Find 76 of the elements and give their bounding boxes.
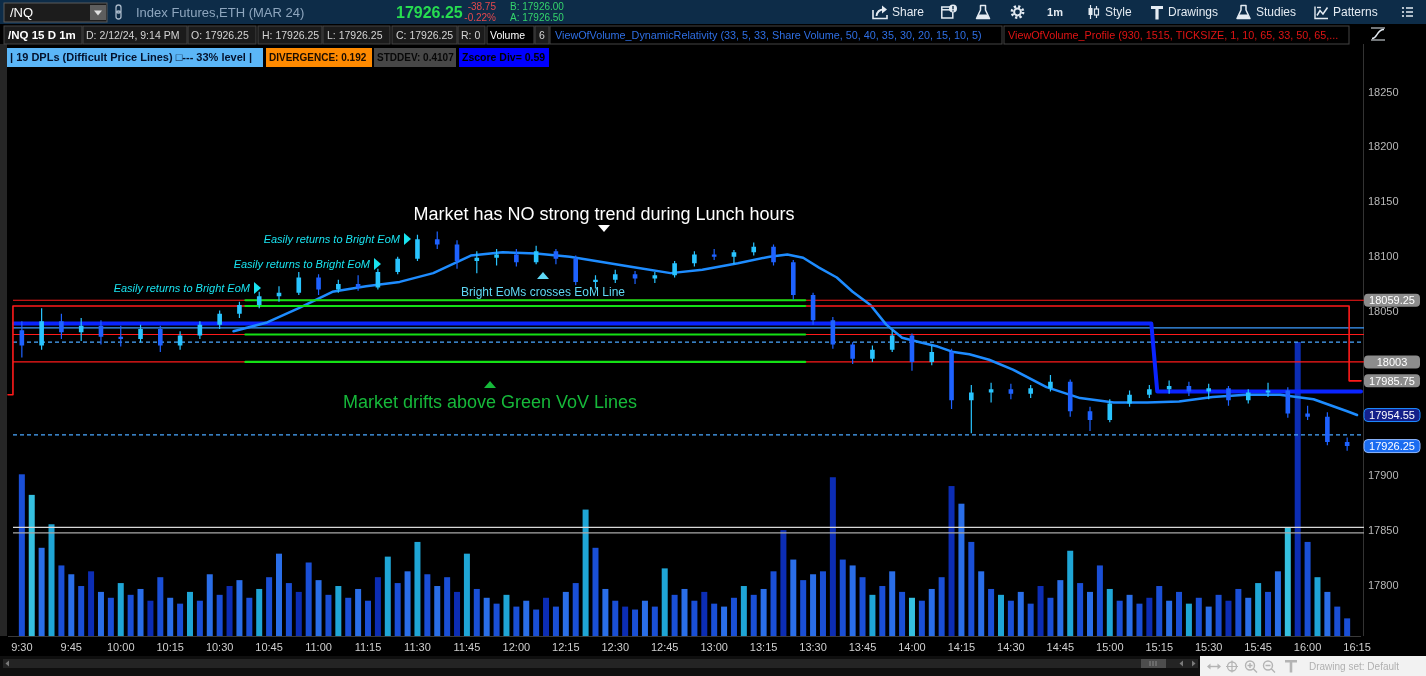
x-tick-label: 9:45 [60,641,83,653]
x-tick-label: 10:00 [106,641,135,653]
y-tick-label: 18200 [1368,140,1399,153]
x-tick-label: 13:30 [799,641,827,653]
x-tick-label: 11:45 [453,641,481,653]
text: /NQ [10,5,34,20]
y-tick-label: 17850 [1368,524,1399,537]
ref-line-label: 18003 [1376,355,1408,368]
text: ViewOfVolume_Profile (930, 1515, TICKSIZE, 1, 10, 65, 33, 50, 65,... [1008,29,1339,41]
text: Drawings [1168,5,1219,19]
annotation: DIVERGENCE: 0.192 [269,52,367,63]
x-tick-label: 12:30 [601,641,630,653]
x-tick-label: 13:15 [749,641,778,653]
x-tick-label: 13:00 [700,641,728,653]
text: B: 17926.00 [510,1,565,12]
text: R: 0 [461,29,481,41]
x-tick-label: 13:45 [848,641,877,653]
x-tick-label: 15:00 [1096,641,1124,653]
data-label: 17954.55 [1369,409,1415,422]
text: Patterns [1333,5,1378,19]
annotation: Zscore Div= 0.59 [462,51,546,63]
annotation: Easily returns to Bright EoM [113,282,251,294]
x-tick-label: 15:15 [1145,641,1173,653]
annotation: Easily returns to Bright EoM [263,233,401,245]
chart-title: /NQ 15 D 1m [8,29,76,41]
y-tick-label: 17800 [1368,578,1399,591]
annotation: Market has NO strong trend during Lunch hours [413,204,795,224]
text: Index Futures,ETH (MAR 24) [136,5,305,20]
text: ViewOfVolume_DynamicRelativity (33, 5, 33, Share Volume, 50, 40, 35, 30, 20, 15, 10, 5) [555,29,982,41]
y-tick-label: 17900 [1368,469,1399,482]
text: Share [892,5,925,19]
x-tick-label: 14:00 [898,641,926,653]
text: Drawing set: Default [1309,661,1400,672]
y-tick-label: 18050 [1368,304,1399,317]
x-tick-label: 14:30 [997,641,1025,653]
x-tick-label: 10:45 [255,641,283,653]
x-tick-label: 12:15 [552,641,580,653]
x-tick-label: 9:30 [11,641,33,653]
text: -0.22% [464,11,497,23]
x-tick-label: 10:15 [156,641,184,653]
text: H: 17926.25 [262,29,320,41]
text: Volume [490,29,526,41]
text: A: 17926.50 [510,11,565,23]
text: D: 2/12/24, 9:14 PM [86,29,180,41]
text: Studies [1256,5,1297,19]
x-tick-label: 15:30 [1194,641,1223,653]
text: O: 17926.25 [191,29,249,41]
text: 1m [1047,6,1064,18]
annotation: Market drifts above Green VoV Lines [342,392,638,412]
x-tick-label: 16:15 [1343,641,1371,653]
x-tick-label: 14:45 [1046,641,1075,653]
x-tick-label: 14:15 [947,641,976,653]
text: 17926.25 [1369,440,1415,453]
x-tick-label: 11:15 [354,641,382,653]
annotation: | 19 DPLs (Difficult Price Lines) □--- 33% level | [10,51,253,63]
x-tick-label: 10:30 [205,641,234,653]
text: -38.75 [467,1,497,12]
ref-line-label: 18059.25 [1369,294,1415,307]
y-tick-label: 18250 [1368,85,1399,98]
text: C: 17926.25 [396,29,454,41]
annotation: STDDEV: 0.4107 [377,52,455,63]
y-tick-label: 18150 [1368,195,1399,208]
x-tick-label: 11:00 [305,641,332,653]
x-tick-label: 16:00 [1293,641,1322,653]
data-label: 17985.75 [1369,374,1415,387]
y-tick-label: 18100 [1368,250,1399,263]
text: 6 [539,29,545,41]
x-tick-label: 12:45 [650,641,679,653]
annotation: Bright EoMs crosses EoM Line [460,285,626,299]
x-tick-label: 12:00 [502,641,531,653]
x-tick-label: 15:45 [1244,641,1272,653]
text: 17926.25 [396,4,463,21]
x-tick-label: 11:30 [404,641,431,653]
text: Style [1105,5,1132,19]
annotation: Easily returns to Bright EoM [233,258,371,270]
text: L: 17926.25 [327,29,383,41]
